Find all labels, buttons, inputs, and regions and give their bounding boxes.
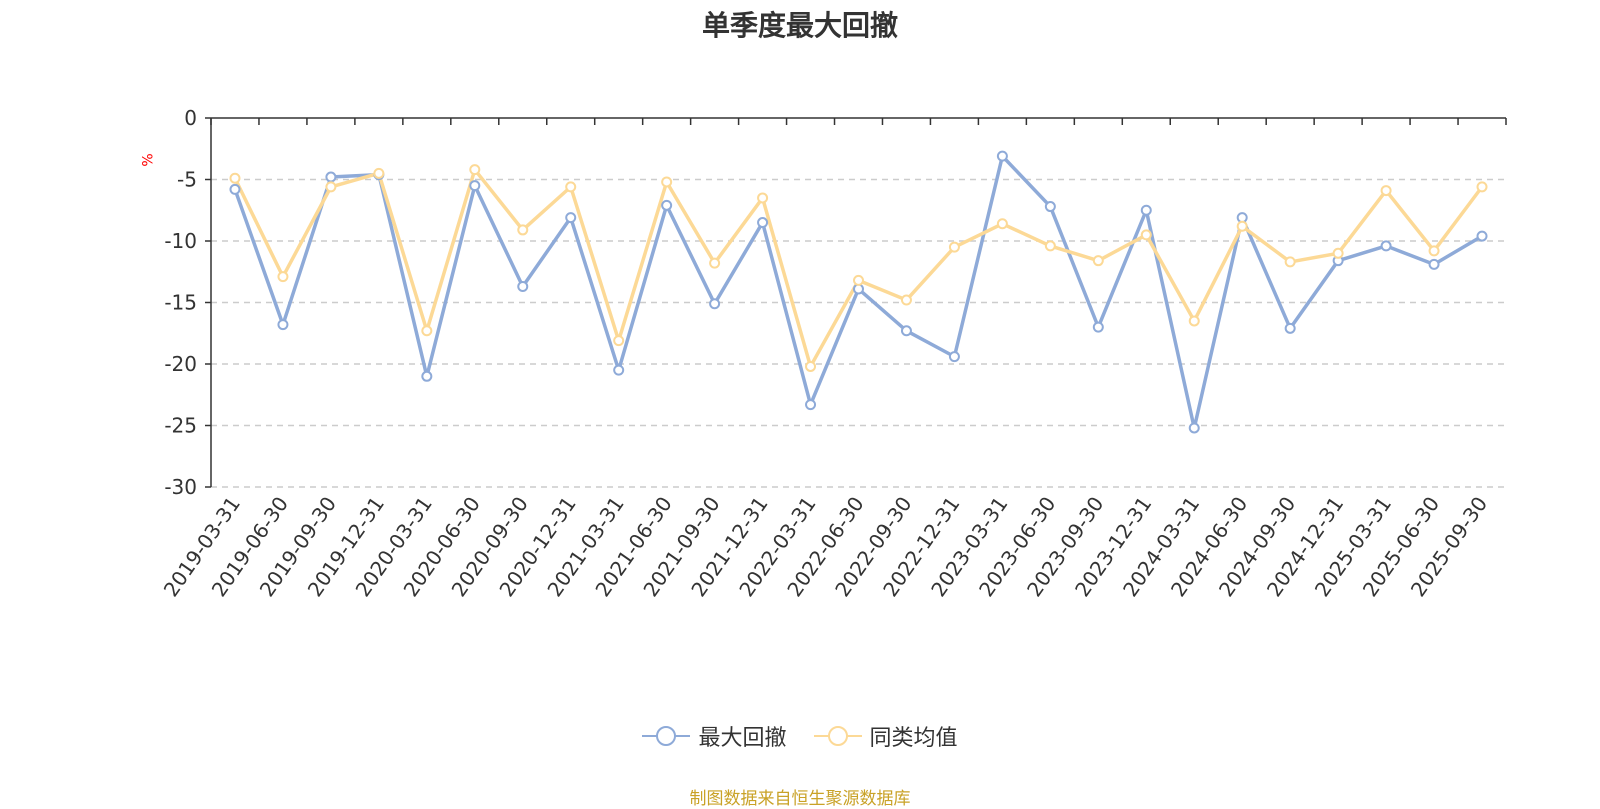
series-1-point — [517, 281, 529, 293]
series-2-point — [900, 294, 912, 306]
series-2-point — [661, 176, 673, 188]
series-1-point — [277, 319, 289, 331]
series-1-point — [1284, 322, 1296, 334]
y-tick-label: 0 — [184, 106, 197, 130]
legend: 最大回撤 同类均值 — [0, 720, 1600, 753]
grid-lines — [211, 178, 1506, 488]
series-2-point — [1428, 245, 1440, 257]
series-1-point — [1428, 258, 1440, 270]
y-tick-label: -5 — [177, 168, 197, 192]
series-1-point — [1476, 230, 1488, 242]
series-1-point — [757, 217, 769, 229]
series-2-point — [1284, 256, 1296, 268]
series-2-point — [277, 271, 289, 283]
series-2-point — [709, 257, 721, 269]
series-2-point — [948, 241, 960, 253]
series-2-point — [996, 218, 1008, 230]
series-1-point — [900, 325, 912, 337]
series-2-point — [1380, 185, 1392, 197]
y-tick-label: -10 — [164, 229, 197, 253]
series-1-point — [1092, 321, 1104, 333]
series-2-point — [757, 192, 769, 204]
series-2-point — [1236, 220, 1248, 232]
series-2-point — [1332, 247, 1344, 259]
series-2-point — [1092, 255, 1104, 267]
series-1-point — [613, 364, 625, 376]
series-2-point — [853, 274, 864, 286]
series-line-2 — [233, 167, 1484, 369]
series-2-point — [1476, 181, 1488, 193]
series-1-point — [1188, 422, 1200, 434]
legend-label-series-1: 最大回撤 — [698, 726, 787, 751]
series-1-point — [229, 183, 241, 195]
y-tick-label: -15 — [164, 291, 197, 315]
series-1-point — [1140, 204, 1152, 216]
series-2-point — [565, 181, 577, 193]
y-tick-label: -25 — [164, 414, 197, 438]
axes — [205, 117, 1507, 488]
series-2-point — [805, 360, 817, 372]
chart-title: 单季度最大回撤 — [701, 9, 898, 42]
source-note: 制图数据来自恒生聚源数据库 — [689, 789, 911, 809]
series-2-point — [421, 325, 433, 337]
series-1-point — [469, 180, 481, 192]
series-1-point — [661, 199, 673, 211]
x-tick-labels: 2019-03-312019-06-302019-09-302019-12-31… — [159, 492, 1492, 601]
legend-marker-series-1 — [642, 726, 691, 746]
legend-item-series-1[interactable]: 最大回撤 — [642, 720, 787, 752]
series-1-point — [421, 370, 433, 382]
series-1-point — [709, 298, 721, 310]
y-tick-labels: 0 -5 -10 -15 -20 -25 -30 — [164, 106, 197, 499]
series-2-point — [469, 164, 481, 176]
series-1-point — [1044, 201, 1056, 213]
series-1-point — [565, 212, 577, 224]
series-2-point — [325, 181, 337, 193]
series-layer — [229, 150, 1488, 434]
series-2-point — [373, 167, 385, 179]
series-1-point — [805, 399, 817, 411]
series-2-point — [1044, 240, 1056, 252]
legend-marker-series-2 — [813, 726, 862, 746]
series-2-point — [1188, 315, 1200, 327]
series-1-point — [996, 150, 1008, 162]
series-2-point — [1140, 229, 1152, 241]
legend-label-series-2: 同类均值 — [869, 726, 958, 751]
y-tick-label: -30 — [164, 475, 197, 499]
series-2-point — [229, 172, 241, 184]
series-1-point — [1380, 240, 1392, 252]
legend-item-series-2[interactable]: 同类均值 — [813, 720, 958, 752]
series-1-point — [948, 351, 960, 363]
y-tick-label: -20 — [164, 352, 197, 376]
series-2-point — [613, 335, 625, 347]
series-1-point — [325, 171, 337, 183]
line-chart: 0 -5 -10 -15 -20 -25 -30 2019-03-312019-06-302… — [159, 106, 1507, 601]
series-2-point — [517, 224, 529, 236]
